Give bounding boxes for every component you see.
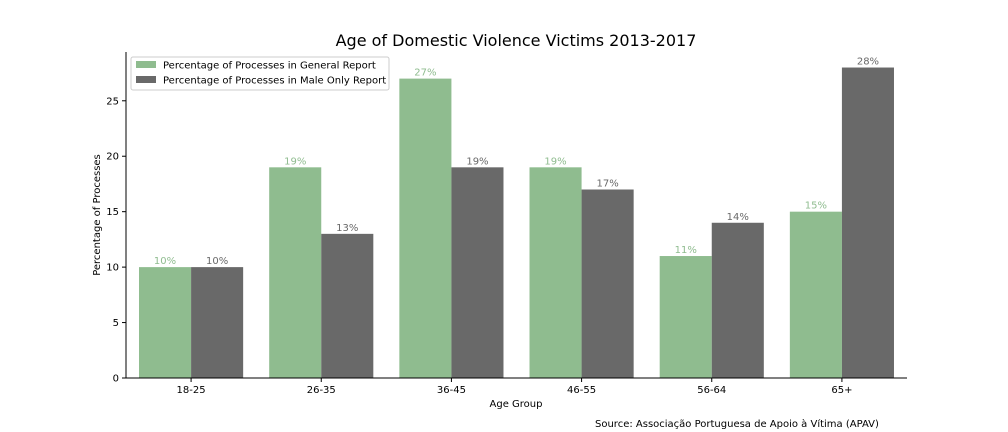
bar-male-56-64 bbox=[711, 222, 764, 378]
data-label-general-36-45: 27% bbox=[414, 68, 436, 79]
bar-general-46-55 bbox=[529, 167, 582, 378]
bar-general-56-64 bbox=[659, 256, 712, 378]
data-label-male-18-25: 10% bbox=[206, 256, 228, 267]
legend-swatch-male bbox=[136, 76, 156, 83]
x-ticks-group: 18-25 26-35 36-45 46-55 56-64 65+ bbox=[177, 378, 852, 396]
data-label-general-26-35: 19% bbox=[284, 156, 306, 167]
y-tick-label: 15 bbox=[106, 207, 119, 218]
legend-frame bbox=[130, 56, 390, 91]
y-tick-label: 5 bbox=[113, 318, 119, 329]
x-tick-label: 46-55 bbox=[567, 385, 596, 396]
source-note: Source: Associação Portuguesa de Apoio à… bbox=[595, 418, 879, 430]
legend-swatch-general bbox=[136, 61, 156, 68]
y-axis-label: Percentage of Processes bbox=[92, 154, 103, 276]
data-label-general-56-64: 11% bbox=[675, 245, 697, 256]
data-label-male-56-64: 14% bbox=[727, 212, 749, 223]
data-label-male-65+: 28% bbox=[857, 57, 879, 68]
data-label-general-65+: 15% bbox=[805, 201, 827, 212]
x-tick-label: 56-64 bbox=[697, 385, 726, 396]
bars-group bbox=[139, 67, 894, 379]
x-tick-label: 36-45 bbox=[437, 385, 466, 396]
legend: Percentage of Processes in General Repor… bbox=[130, 56, 390, 91]
bar-general-65+ bbox=[789, 211, 842, 378]
y-tick-label: 10 bbox=[106, 263, 119, 274]
x-tick-label: 26-35 bbox=[307, 385, 336, 396]
y-tick-label: 25 bbox=[106, 96, 119, 107]
data-label-male-46-55: 17% bbox=[596, 178, 618, 189]
x-axis-label: Age Group bbox=[490, 399, 543, 410]
data-labels-group: 10% 10% 19% 13% 27% 19% 19% 17% 11% 14% 15% 28% bbox=[154, 57, 879, 268]
bar-male-46-55 bbox=[581, 189, 634, 378]
data-label-general-46-55: 19% bbox=[544, 156, 566, 167]
y-ticks-group: 0 5 10 15 20 25 bbox=[106, 96, 126, 385]
bar-general-36-45 bbox=[399, 78, 452, 378]
bar-male-65+ bbox=[841, 67, 894, 379]
data-label-male-36-45: 19% bbox=[466, 156, 488, 167]
legend-label-general: Percentage of Processes in General Repor… bbox=[163, 61, 376, 72]
y-tick-label: 0 bbox=[113, 374, 119, 385]
y-tick-label: 20 bbox=[106, 152, 119, 163]
data-label-male-26-35: 13% bbox=[336, 223, 358, 234]
bar-male-36-45 bbox=[451, 167, 504, 378]
x-tick-label: 65+ bbox=[831, 385, 852, 396]
bar-male-26-35 bbox=[321, 233, 374, 378]
bar-general-18-25 bbox=[139, 267, 192, 378]
bar-male-18-25 bbox=[191, 267, 244, 378]
x-tick-label: 18-25 bbox=[177, 385, 206, 396]
chart-title: Age of Domestic Violence Victims 2013-20… bbox=[336, 31, 697, 50]
bar-general-26-35 bbox=[269, 167, 322, 378]
data-label-general-18-25: 10% bbox=[154, 256, 176, 267]
legend-label-male: Percentage of Processes in Male Only Rep… bbox=[163, 76, 386, 87]
